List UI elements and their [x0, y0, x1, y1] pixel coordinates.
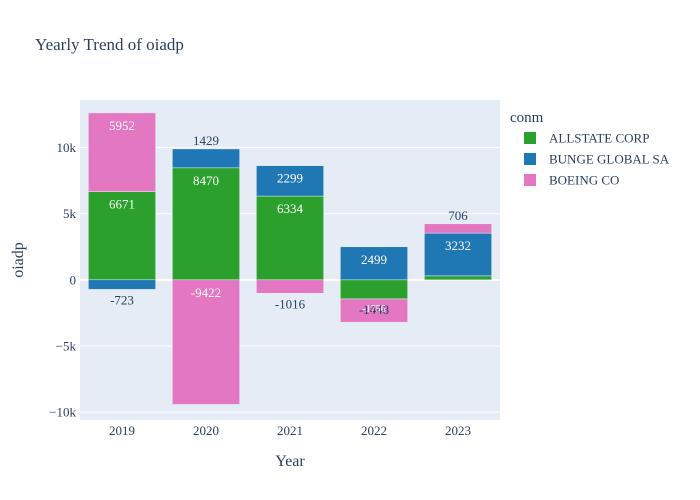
- bar[interactable]: [424, 223, 492, 234]
- x-tick-label: 2023: [445, 423, 471, 438]
- x-tick-label: 2022: [361, 423, 387, 438]
- bar-value-label: 3232: [445, 238, 471, 253]
- bar[interactable]: [340, 246, 408, 281]
- bar[interactable]: [172, 167, 240, 281]
- legend-swatch: [524, 153, 536, 165]
- bar-value-label: 706: [448, 208, 468, 223]
- bar[interactable]: [88, 279, 156, 290]
- bar-value-label: 2499: [361, 252, 387, 267]
- bar[interactable]: [340, 298, 408, 323]
- legend[interactable]: conm ALLSTATE CORP BUNGE GLOBAL SA BOEING …: [510, 110, 670, 188]
- legend-item-label: BOEING CO: [549, 173, 619, 188]
- bar-value-label: 6671: [109, 197, 135, 212]
- y-tick-label: −5k: [56, 338, 77, 353]
- bars: [88, 112, 492, 405]
- bar[interactable]: [424, 275, 492, 281]
- x-axis-title: Year: [275, 453, 305, 470]
- chart-title: Yearly Trend of oiadp: [35, 35, 184, 54]
- legend-item-label: ALLSTATE CORP: [549, 131, 649, 146]
- legend-swatch: [524, 132, 536, 144]
- x-tick-label: 2020: [193, 423, 219, 438]
- bar[interactable]: [172, 148, 240, 169]
- x-tick-label: 2021: [277, 423, 303, 438]
- bar-value-label: 6334: [277, 201, 304, 216]
- bar-value-label: -9422: [191, 285, 221, 300]
- bar[interactable]: [256, 165, 324, 197]
- bar[interactable]: [256, 195, 324, 281]
- bar-value-label: -1448: [359, 302, 389, 317]
- legend-title: conm: [510, 110, 544, 126]
- y-tick-label: 0: [70, 272, 77, 287]
- x-tick-label: 2019: [109, 423, 135, 438]
- bar-value-label: 2299: [277, 171, 303, 186]
- legend-item-label: BUNGE GLOBAL SA: [549, 152, 670, 167]
- axis-ticks: −10k −5k 0 5k 10k 2019 2020 2021 2022 2023: [49, 140, 471, 438]
- bar[interactable]: [88, 112, 156, 192]
- bar[interactable]: [88, 191, 156, 281]
- bar[interactable]: [340, 279, 408, 300]
- y-tick-label: −10k: [49, 405, 76, 420]
- bar-value-label: -723: [110, 292, 134, 307]
- y-tick-label: 10k: [57, 140, 77, 155]
- y-axis-title: oiadp: [10, 242, 27, 278]
- y-tick-label: 5k: [63, 206, 77, 221]
- bar-labels: 6671 8470 6334 -1448 -723 1429 2299 2499 3232 595…: [109, 118, 471, 317]
- bar-value-label: -1756: [362, 304, 385, 315]
- bar[interactable]: [256, 279, 324, 294]
- bar-value-label: 8470: [193, 173, 219, 188]
- bar-value-label: 1429: [193, 133, 219, 148]
- legend-swatch: [524, 174, 536, 186]
- bar[interactable]: [172, 279, 240, 405]
- bar[interactable]: [424, 232, 492, 277]
- bar-value-label: -1016: [275, 296, 306, 311]
- bar-value-label: 5952: [109, 118, 135, 133]
